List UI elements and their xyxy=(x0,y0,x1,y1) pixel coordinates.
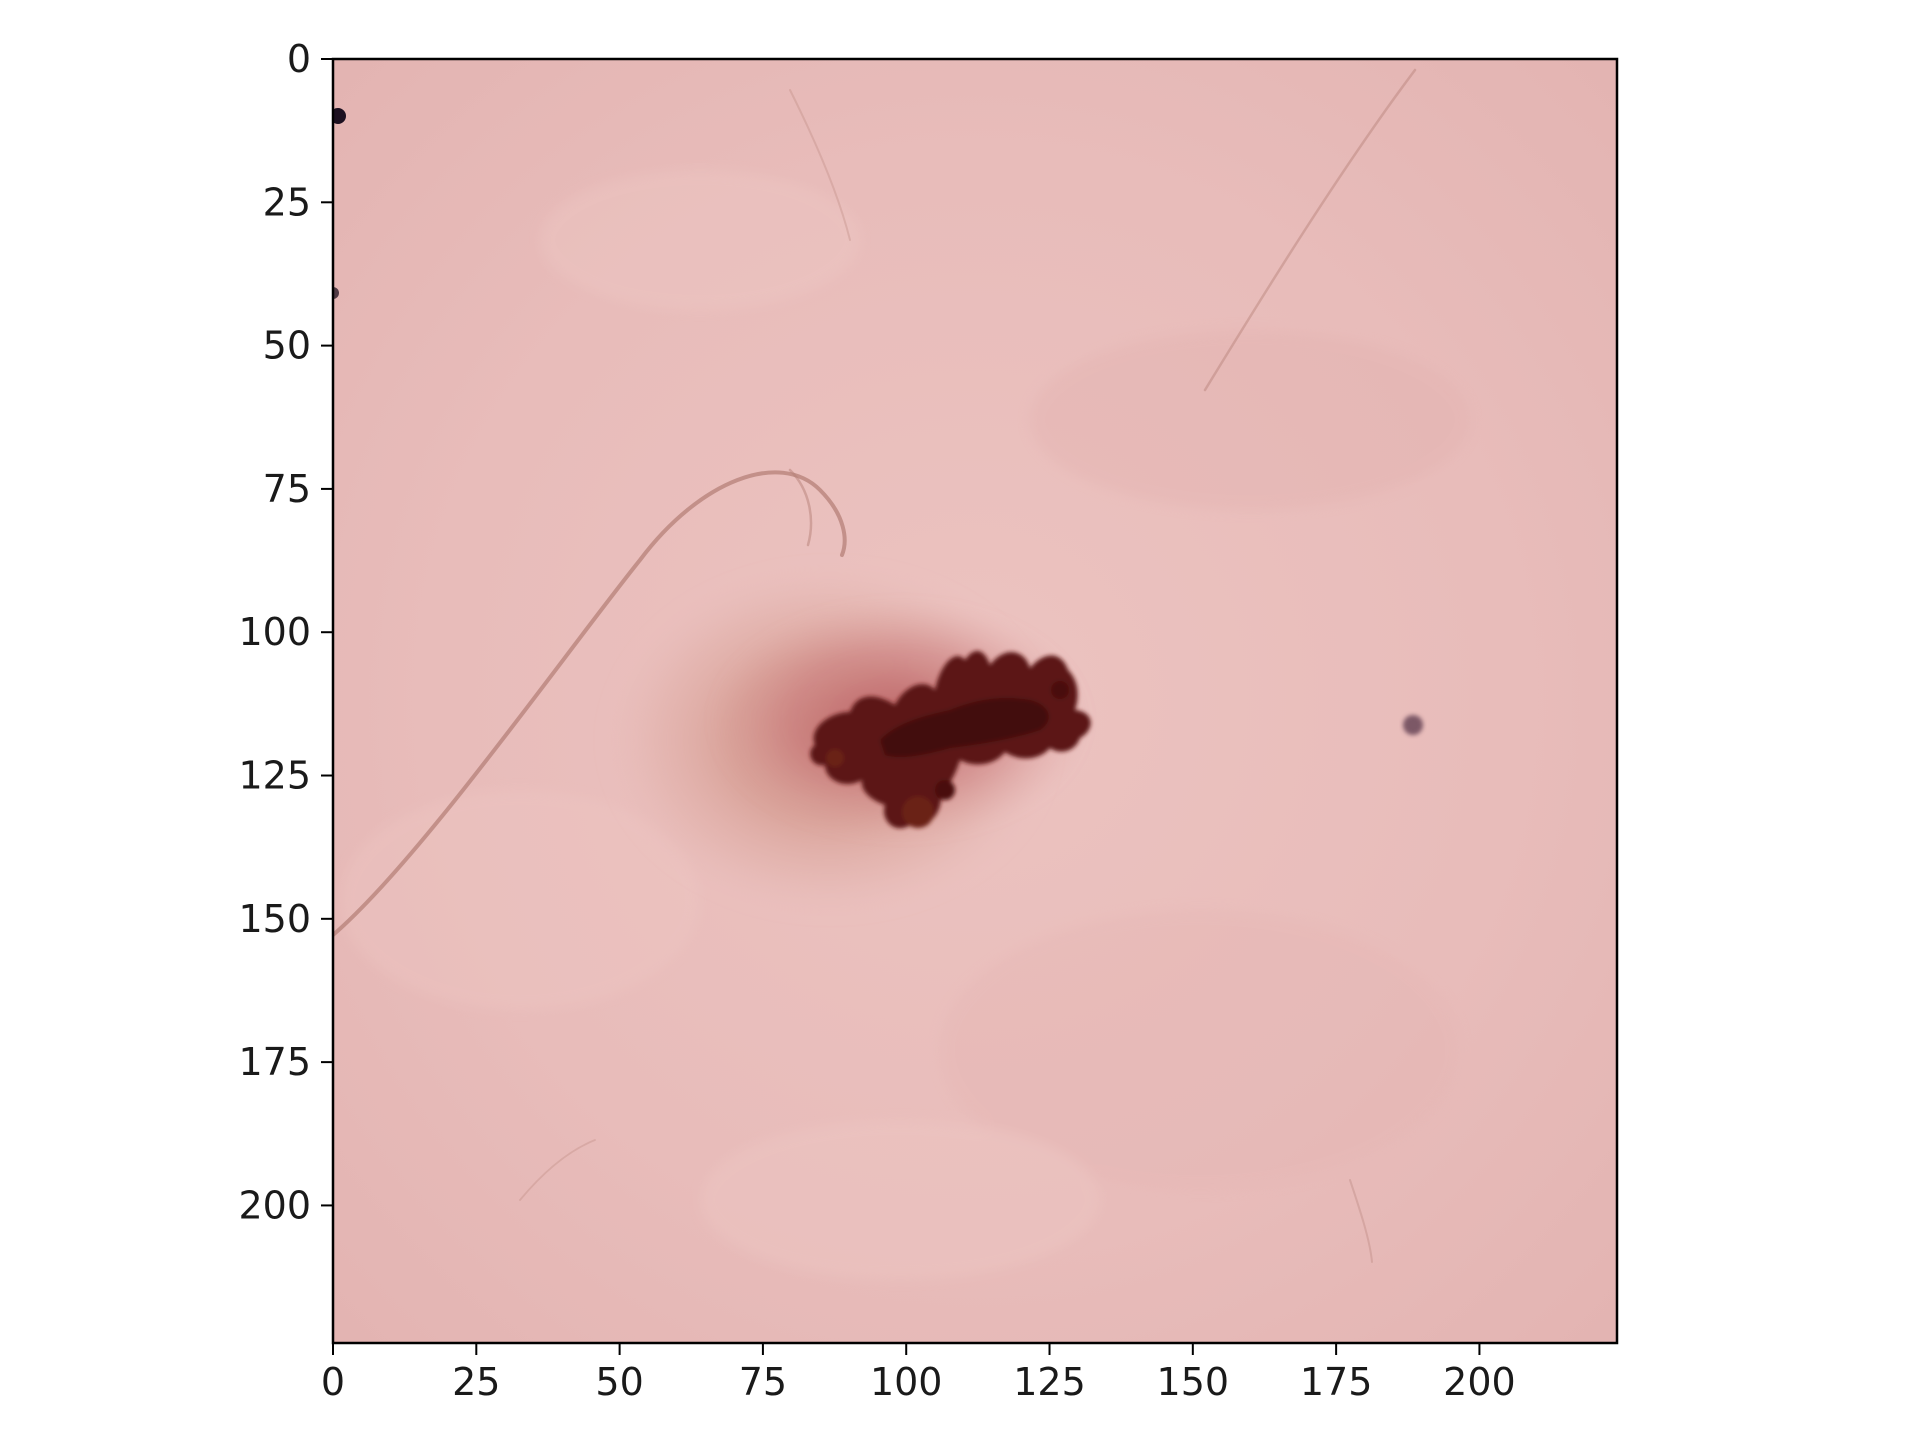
y-tick-label: 200 xyxy=(238,1183,311,1227)
dermoscopy-image xyxy=(333,59,1617,1343)
y-tick-label: 25 xyxy=(263,180,311,224)
x-axis: 0 25 50 75 100 125 150 175 200 xyxy=(321,1343,1516,1404)
y-tick-label: 50 xyxy=(263,324,311,368)
x-tick-label: 175 xyxy=(1300,1360,1373,1404)
y-tick-label: 125 xyxy=(238,754,311,798)
x-tick-label: 0 xyxy=(321,1360,345,1404)
y-axis: 0 25 50 75 100 125 150 175 200 xyxy=(238,37,333,1227)
y-tick-label: 150 xyxy=(238,897,311,941)
plot-frame xyxy=(331,57,1619,1345)
x-tick-label: 100 xyxy=(870,1360,943,1404)
y-tick-label: 75 xyxy=(263,467,311,511)
x-tick-label: 25 xyxy=(452,1360,500,1404)
y-tick-label: 100 xyxy=(238,610,311,654)
x-tick-label: 75 xyxy=(739,1360,787,1404)
pigmented-lesion xyxy=(810,650,1091,829)
x-tick-label: 200 xyxy=(1443,1360,1516,1404)
small-dark-dots xyxy=(333,108,1423,735)
hair-strands xyxy=(333,68,1417,1263)
x-tick-label: 150 xyxy=(1157,1360,1230,1404)
y-tick-label: 175 xyxy=(238,1040,311,1084)
x-tick-label: 50 xyxy=(595,1360,643,1404)
y-tick-label: 0 xyxy=(287,37,311,81)
x-tick-label: 125 xyxy=(1013,1360,1086,1404)
